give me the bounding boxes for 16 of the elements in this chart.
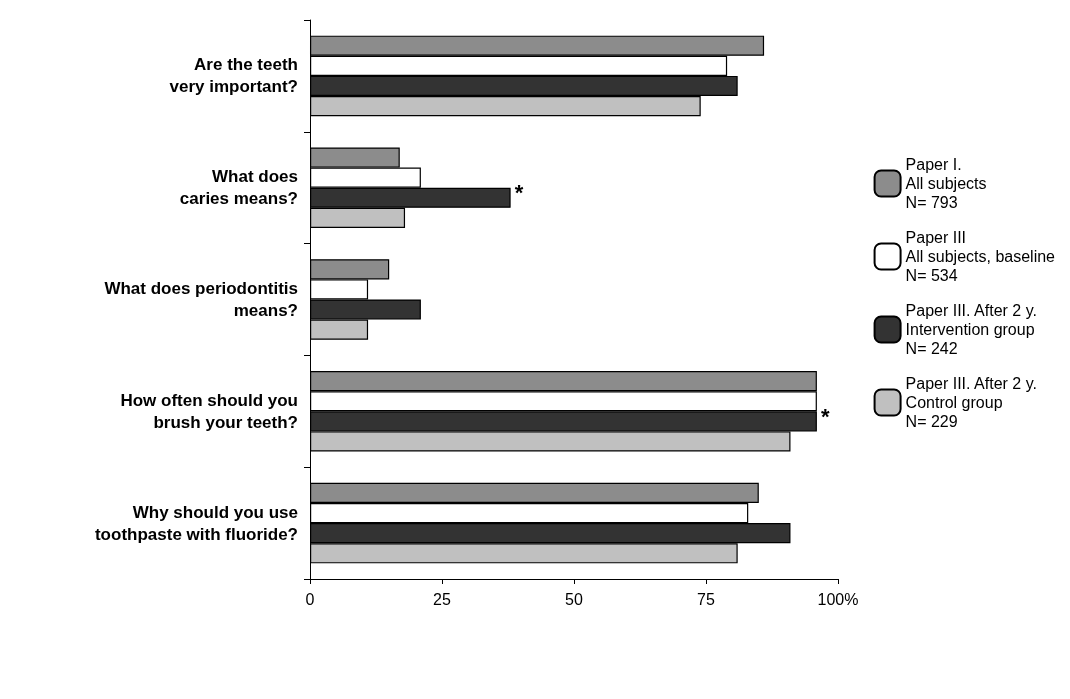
legend-label: Paper III. After 2 y. Intervention group N= 242 <box>905 302 1037 357</box>
y-tick-label: Are the teeth very important? <box>169 55 298 97</box>
x-tick-label: 0 <box>305 590 315 608</box>
annotation: * <box>514 180 524 206</box>
y-tick-label: What does periodontitis means? <box>104 279 298 320</box>
legend-label: Paper I. All subjects N= 793 <box>905 156 987 211</box>
y-tick-label: How often should you brush your teeth? <box>120 390 298 432</box>
legend-label: Paper III. After 2 y. Control group N= 229 <box>905 375 1037 430</box>
x-tick-label: 25 <box>433 590 451 608</box>
x-tick-label: 50 <box>565 590 583 608</box>
x-tick-label: 100% <box>817 590 859 608</box>
legend-label: Paper III All subjects, baseline N= 534 <box>905 229 1056 284</box>
y-tick-label: What does caries means? <box>179 167 298 209</box>
x-tick-label: 75 <box>697 590 715 608</box>
annotation: * <box>820 403 830 429</box>
y-tick-label: Why should you use toothpaste with fluoride? <box>94 502 298 544</box>
